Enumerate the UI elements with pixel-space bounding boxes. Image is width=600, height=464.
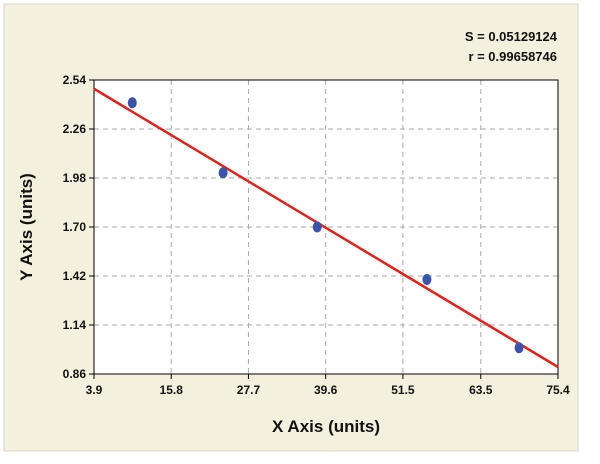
- fit-line: [93, 87, 559, 369]
- x-tick-label: 63.5: [469, 383, 493, 397]
- annotation: r = 0.99658746: [468, 49, 557, 64]
- x-axis-title: X Axis (units): [272, 417, 380, 436]
- data-point: [312, 221, 322, 233]
- x-tick-label: 75.4: [546, 383, 570, 397]
- y-tick-label: 2.26: [63, 122, 87, 136]
- data-point: [218, 167, 228, 179]
- y-tick-label: 0.86: [63, 367, 87, 381]
- x-tick-label: 27.7: [237, 383, 261, 397]
- x-tick-label: 15.8: [160, 383, 184, 397]
- x-tick-label: 39.6: [314, 383, 338, 397]
- y-tick-label: 2.54: [63, 73, 87, 87]
- data-point: [422, 274, 432, 285]
- x-tick-label: 51.5: [391, 383, 415, 397]
- y-axis-title: Y Axis (units): [17, 173, 36, 281]
- y-tick-label: 1.98: [63, 171, 87, 185]
- data-point: [514, 342, 524, 354]
- y-tick-label: 1.14: [63, 318, 87, 332]
- x-tick-label: 3.9: [86, 383, 103, 397]
- y-tick-label: 1.70: [63, 220, 87, 234]
- data-point: [127, 97, 137, 109]
- y-tick-label: 1.42: [63, 269, 87, 283]
- annotation: S = 0.05129124: [465, 29, 558, 44]
- plot-border: [93, 79, 559, 375]
